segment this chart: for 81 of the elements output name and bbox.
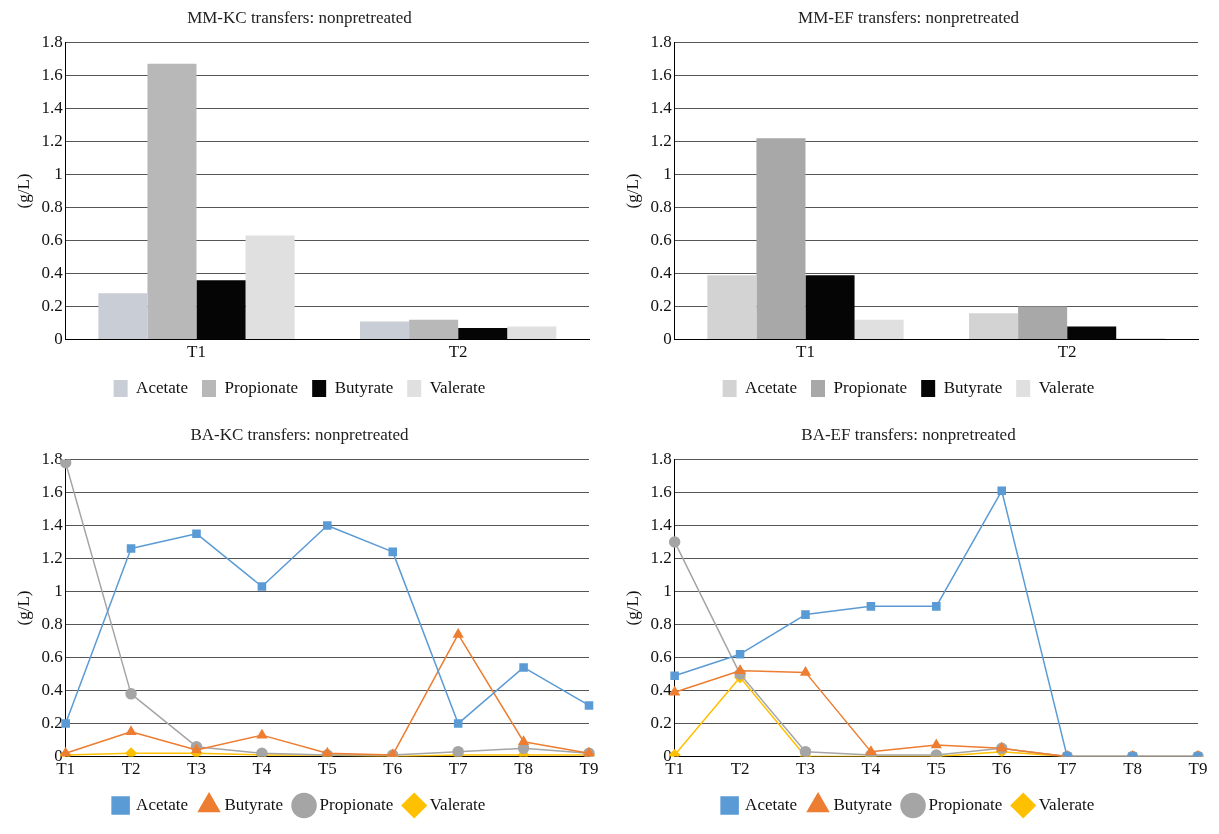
- legend-label: Propionate: [319, 794, 394, 814]
- y-tick-label: 1: [54, 580, 63, 600]
- y-tick-label: 0.4: [41, 680, 64, 700]
- y-tick-label: 0.4: [650, 680, 673, 700]
- y-tick-label: 0.2: [650, 296, 672, 316]
- x-tick-label: T6: [383, 759, 403, 779]
- y-tick-label: 0.4: [650, 263, 673, 283]
- x-tick-label: T4: [861, 759, 881, 779]
- x-tick-label: T2: [448, 342, 468, 362]
- y-tick-label: 0: [663, 329, 672, 349]
- legend-label: Propionate: [833, 377, 908, 397]
- y-tick-label: 1.8: [41, 31, 63, 51]
- legend-label: Valerate: [1038, 377, 1095, 397]
- x-tick-label: T8: [1123, 759, 1143, 779]
- legend-label: Acetate: [745, 794, 798, 814]
- y-tick-label: 1.2: [41, 130, 63, 150]
- y-tick-label: 1.4: [41, 97, 64, 117]
- y-tick-label: 1.2: [41, 547, 63, 567]
- x-tick-label: T7: [1057, 759, 1078, 779]
- y-axis-title: (g/L): [622, 590, 642, 626]
- x-tick-label: T9: [579, 759, 599, 779]
- x-tick-label: T4: [252, 759, 272, 779]
- y-tick-label: 1.6: [650, 481, 672, 501]
- x-tick-label: T9: [1188, 759, 1208, 779]
- y-axis-title: (g/L): [13, 173, 33, 209]
- y-tick-label: 1.6: [650, 64, 672, 84]
- legend-label: Valerate: [429, 794, 486, 814]
- y-tick-label: 0.8: [41, 613, 63, 633]
- x-tick-label: T3: [796, 759, 815, 779]
- y-tick-label: 0.6: [650, 647, 672, 666]
- y-tick-label: 0.4: [41, 263, 64, 283]
- legend-label: Valerate: [429, 377, 486, 397]
- y-tick-label: 1.6: [41, 481, 63, 501]
- y-tick-label: 0.2: [41, 296, 63, 316]
- chart-title: BA-KC transfers: nonpretreated: [190, 424, 410, 444]
- y-tick-label: 1.4: [650, 514, 673, 534]
- x-tick-label: T2: [1057, 342, 1077, 362]
- y-tick-label: 1.2: [650, 130, 672, 150]
- x-tick-label: T2: [730, 759, 750, 779]
- legend-label: Acetate: [136, 377, 189, 397]
- y-tick-label: 1: [663, 163, 672, 183]
- y-tick-label: 0.2: [650, 713, 672, 733]
- y-tick-label: 1: [54, 163, 63, 183]
- legend-label: Butyrate: [833, 794, 893, 814]
- y-tick-label: 1.8: [650, 448, 672, 468]
- y-axis-title: (g/L): [13, 590, 33, 626]
- y-tick-label: 1: [663, 580, 672, 600]
- legend-label: Butyrate: [224, 794, 284, 814]
- y-tick-label: 0.6: [41, 230, 63, 249]
- legend-label: Propionate: [224, 377, 299, 397]
- x-tick-label: T3: [187, 759, 206, 779]
- y-tick-label: 0: [54, 329, 63, 349]
- y-tick-label: 1.8: [650, 31, 672, 51]
- legend-label: Acetate: [136, 794, 189, 814]
- x-tick-label: T1: [187, 342, 206, 362]
- y-tick-label: 0.2: [41, 713, 63, 733]
- legend-label: Propionate: [928, 794, 1003, 814]
- legend-label: Butyrate: [334, 377, 394, 397]
- legend-label: Valerate: [1038, 794, 1095, 814]
- legend-label: Butyrate: [943, 377, 1003, 397]
- y-axis-title: (g/L): [622, 173, 642, 209]
- y-tick-label: 1.2: [650, 547, 672, 567]
- x-tick-label: T5: [317, 759, 337, 779]
- y-tick-label: 0.8: [650, 613, 672, 633]
- x-tick-label: T8: [514, 759, 534, 779]
- y-tick-label: 1.4: [41, 514, 64, 534]
- y-tick-label: 0.6: [41, 647, 63, 666]
- x-tick-label: T2: [121, 759, 141, 779]
- y-tick-label: 0.8: [41, 196, 63, 216]
- x-tick-label: T5: [926, 759, 946, 779]
- y-tick-label: 1.4: [650, 97, 673, 117]
- y-tick-label: 1.6: [41, 64, 63, 84]
- y-tick-label: 0.8: [650, 196, 672, 216]
- chart-title: MM-EF transfers: nonpretreated: [798, 7, 1020, 27]
- chart-title: BA-EF transfers: nonpretreated: [801, 424, 1017, 444]
- x-tick-label: T1: [796, 342, 815, 362]
- y-tick-label: 0.6: [650, 230, 672, 249]
- x-tick-label: T6: [992, 759, 1012, 779]
- legend-label: Acetate: [745, 377, 798, 397]
- chart-title: MM-KC transfers: nonpretreated: [187, 7, 413, 27]
- x-tick-label: T7: [448, 759, 469, 779]
